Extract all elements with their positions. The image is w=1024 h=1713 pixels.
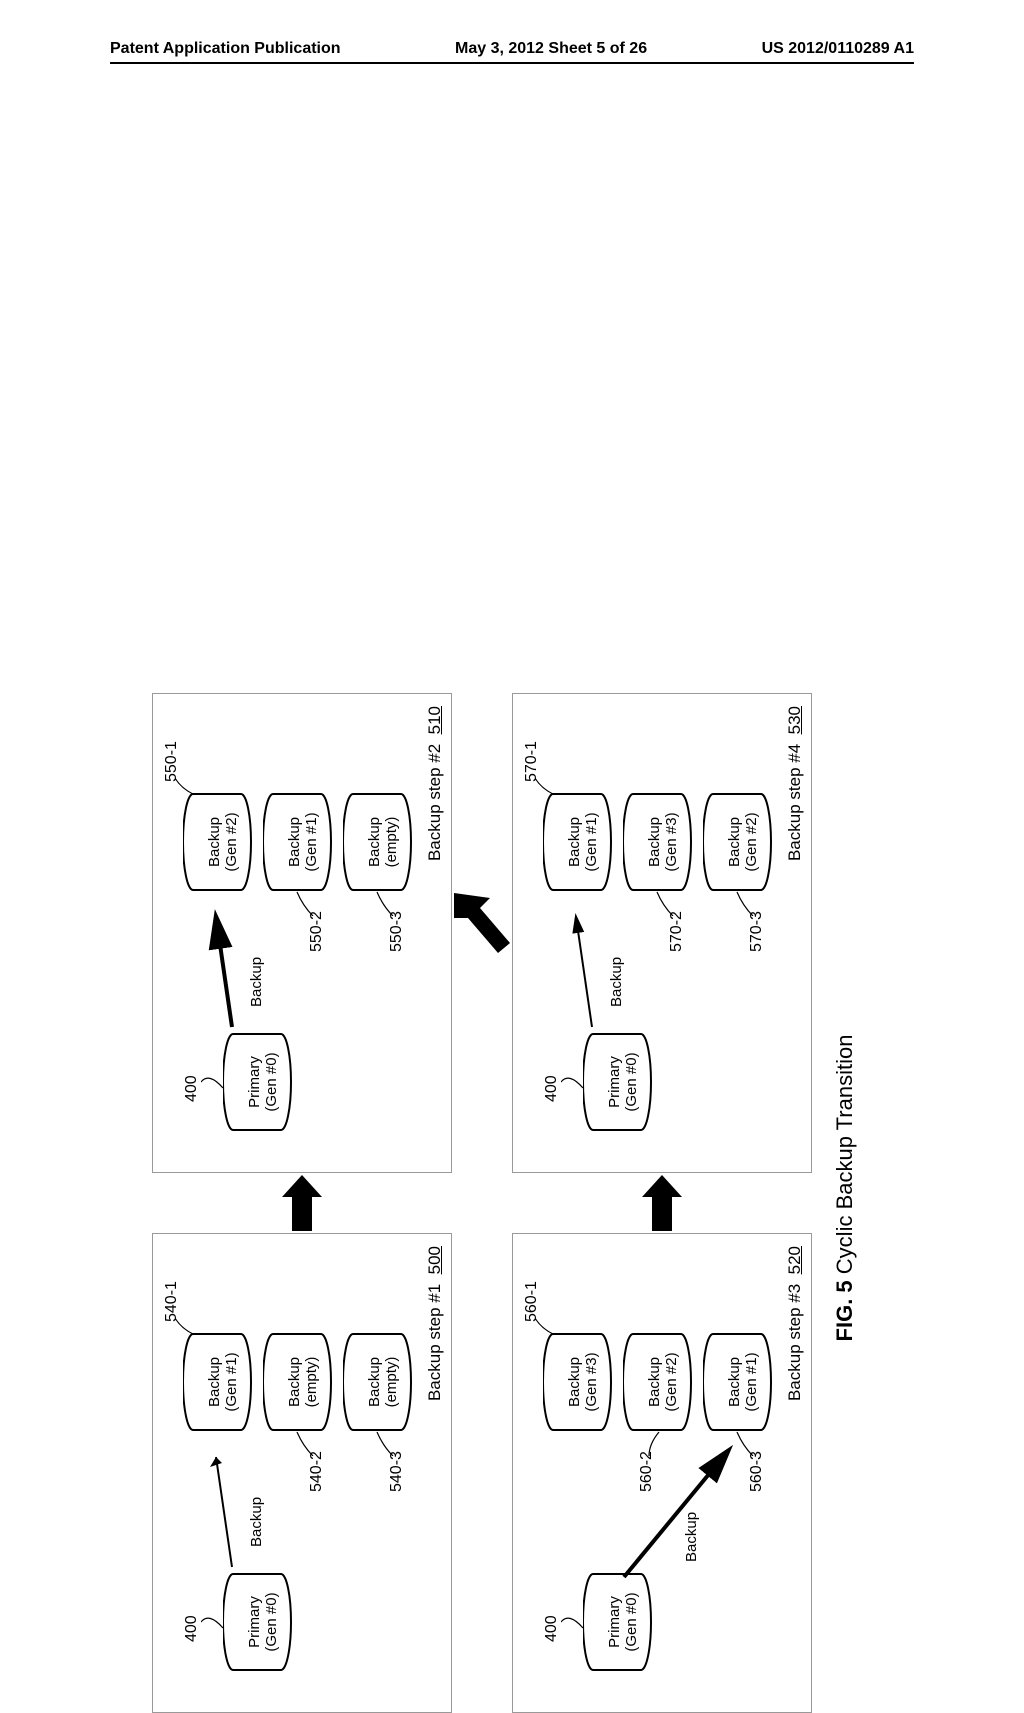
- primary-cylinder: Primary(Gen #0): [583, 1032, 653, 1132]
- backup-arrow: [568, 897, 603, 1027]
- backup-cylinder-3: Backup(empty): [343, 1332, 413, 1432]
- figure-caption: FIG. 5 Cyclic Backup Transition: [832, 663, 858, 1713]
- backup-cylinder-2: Backup(Gen #2): [623, 1332, 693, 1432]
- panel-backup-step-4: Primary(Gen #0) 400 Backup(Gen #1) Backu…: [512, 693, 812, 1173]
- ref-400: 400: [543, 1075, 561, 1102]
- header-left: Patent Application Publication: [110, 40, 341, 58]
- backup-cylinder-2: Backup(Gen #3): [623, 792, 693, 892]
- backup-cylinder-3: Backup(empty): [343, 792, 413, 892]
- ref-560-3: 560-3: [748, 1451, 766, 1492]
- step-label: Backup step #1 500: [425, 1246, 445, 1401]
- backup-arrow-label: Backup: [608, 957, 625, 1007]
- backup-arrow-label: Backup: [248, 1497, 265, 1547]
- backup-cylinder-1: Backup(Gen #1): [183, 1332, 253, 1432]
- backup-cylinder-2: Backup(empty): [263, 1332, 333, 1432]
- backup-arrow: [208, 897, 243, 1027]
- backup-cylinder-2: Backup(Gen #1): [263, 792, 333, 892]
- header-right: US 2012/0110289 A1: [762, 40, 914, 58]
- ref-570-2: 570-2: [668, 911, 686, 952]
- ref-400: 400: [183, 1615, 201, 1642]
- transition-arrow-1-to-2: [282, 1175, 327, 1231]
- backup-cylinder-1: Backup(Gen #2): [183, 792, 253, 892]
- primary-cylinder: Primary(Gen #0): [583, 1572, 653, 1672]
- ref-540-3: 540-3: [388, 1451, 406, 1492]
- backup-arrow: [618, 1437, 743, 1577]
- step-label: Backup step #3 520: [785, 1246, 805, 1401]
- panel-backup-step-2: Primary(Gen #0) 400 Backup(Gen #2) Backu…: [152, 693, 452, 1173]
- ref-540-2: 540-2: [308, 1451, 326, 1492]
- backup-cylinder-1: Backup(Gen #1): [543, 792, 613, 892]
- ref-550-2: 550-2: [308, 911, 326, 952]
- figure-5-diagram: Primary(Gen #0) 400 Backup(Gen #1) Backu…: [152, 663, 872, 1713]
- ref-400: 400: [543, 1615, 561, 1642]
- page-header: Patent Application Publication May 3, 20…: [110, 40, 914, 64]
- primary-cylinder: Primary(Gen #0): [223, 1572, 293, 1672]
- ref-400: 400: [183, 1075, 201, 1102]
- ref-570-3: 570-3: [748, 911, 766, 952]
- transition-arrow-2-to-3: [454, 893, 515, 953]
- primary-cylinder: Primary(Gen #0): [223, 1032, 293, 1132]
- backup-cylinder-3: Backup(Gen #1): [703, 1332, 773, 1432]
- step-label: Backup step #4 530: [785, 706, 805, 861]
- transition-arrow-3-to-4: [642, 1175, 687, 1231]
- backup-cylinder-1: Backup(Gen #3): [543, 1332, 613, 1432]
- backup-arrow-label: Backup: [683, 1512, 700, 1562]
- backup-arrow: [208, 1437, 243, 1567]
- ref-550-3: 550-3: [388, 911, 406, 952]
- panel-backup-step-1: Primary(Gen #0) 400 Backup(Gen #1) Backu…: [152, 1233, 452, 1713]
- panel-backup-step-3: Primary(Gen #0) 400 Backup(Gen #3) Backu…: [512, 1233, 812, 1713]
- backup-arrow-label: Backup: [248, 957, 265, 1007]
- header-center: May 3, 2012 Sheet 5 of 26: [455, 40, 647, 58]
- step-label: Backup step #2 510: [425, 706, 445, 861]
- backup-cylinder-3: Backup(Gen #2): [703, 792, 773, 892]
